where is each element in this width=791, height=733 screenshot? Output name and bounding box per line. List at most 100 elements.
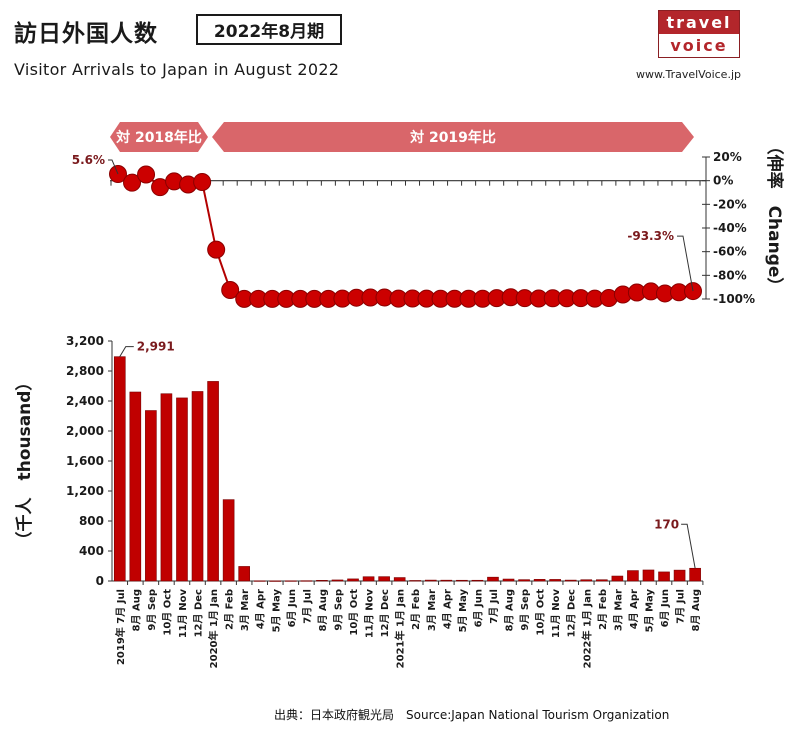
bar: [564, 579, 577, 582]
bar-category-label: 3月 Mar: [239, 589, 251, 631]
bar: [424, 579, 437, 582]
bar-category-label: 3月 Mar: [426, 589, 438, 631]
bar-category-label: 9月 Sep: [332, 589, 344, 631]
travelvoice-logo[interactable]: travel voice: [658, 10, 740, 58]
line-point: [123, 173, 142, 192]
bar: [596, 579, 608, 582]
bar: [627, 570, 639, 582]
title-english: Visitor Arrivals to Japan in August 2022: [14, 60, 340, 79]
bar: [456, 579, 468, 582]
bar: [673, 569, 686, 582]
bar-annotation-leader: [119, 346, 134, 357]
bar-category-label: 2月 Feb: [410, 589, 422, 630]
line-point: [221, 281, 240, 300]
bar-y-tick-label: 1,200: [66, 484, 104, 498]
bar-category-label: 8月 Aug: [504, 589, 516, 631]
bar: [113, 356, 126, 582]
bar: [331, 579, 344, 582]
bar: [176, 397, 188, 582]
bar: [580, 579, 593, 582]
bar-category-label: 2021年 1月 Jan: [394, 589, 407, 668]
line-series-path: [117, 173, 694, 300]
bar-y-axis-title: （千人 thousand）: [14, 374, 35, 549]
bar-category-label: 10月 Oct: [348, 589, 360, 636]
bar-category-label: 9月 Sep: [519, 589, 531, 631]
bar-category-label: 11月 Nov: [364, 589, 376, 639]
website-url[interactable]: www.TravelVoice.jp: [636, 68, 741, 81]
line-point: [207, 240, 226, 259]
bar: [689, 567, 701, 582]
bar: [658, 571, 670, 582]
bar-y-tick-label: 2,000: [66, 424, 104, 438]
bar: [145, 410, 157, 582]
bar: [487, 576, 499, 582]
bar-category-label: 2020年 1月 Jan: [207, 589, 220, 668]
line-point: [193, 172, 212, 191]
bar-category-label: 7月 Jul: [675, 589, 687, 624]
bar-y-tick-label: 400: [79, 544, 104, 558]
bar-category-label: 5月 May: [643, 589, 655, 633]
bar-y-tick-label: 2,400: [66, 394, 104, 408]
line-annotation-label: -93.3%: [627, 229, 674, 243]
bar-category-label: 6月 Jun: [472, 589, 484, 627]
bar: [160, 393, 173, 582]
bar-category-label: 2019年 7月 Jul: [114, 589, 127, 665]
bar: [409, 580, 422, 582]
bar-category-label: 5月 May: [457, 589, 469, 633]
bar: [611, 575, 624, 582]
bar-category-label: 6月 Jun: [659, 589, 671, 627]
line-annotation-leader: [677, 235, 694, 292]
line-y-tick-label: -80%: [713, 268, 747, 282]
line-annotation-label: 5.6%: [72, 153, 105, 167]
bar-annotation-label: 2,991: [137, 340, 175, 354]
bar-category-label: 7月 Jul: [488, 589, 500, 624]
bar-category-label: 12月 Dec: [193, 589, 205, 637]
bar: [316, 580, 328, 582]
bar-category-label: 8月 Aug: [690, 589, 702, 631]
bar-category-label: 3月 Mar: [612, 589, 624, 631]
bar-category-label: 4月 Apr: [441, 589, 453, 629]
band-2018-label: 対 2018年比: [115, 129, 202, 146]
bar: [238, 566, 250, 582]
bar: [642, 569, 655, 582]
line-annotation-leader: [108, 159, 119, 175]
bar: [362, 576, 375, 582]
line-y-axis-title: （伸率 Change）: [764, 138, 785, 295]
line-y-tick-label: 0%: [713, 174, 733, 188]
bar-category-label: 10月 Oct: [535, 589, 547, 636]
bar-y-tick-label: 2,800: [66, 364, 104, 378]
bar: [129, 391, 142, 582]
bar-category-label: 12月 Dec: [566, 589, 578, 637]
bar-category-label: 5月 May: [270, 589, 282, 633]
bar: [440, 579, 453, 582]
bar-category-label: 4月 Apr: [255, 589, 267, 629]
bar: [393, 577, 406, 582]
line-point: [137, 165, 156, 184]
bar-category-label: 9月 Sep: [146, 589, 158, 631]
bar-annotation-label: 170: [654, 517, 679, 531]
bar-category-label: 10月 Oct: [161, 589, 173, 636]
bar-category-label: 11月 Nov: [550, 589, 562, 639]
bar-y-tick-label: 0: [96, 574, 104, 588]
bar: [285, 580, 297, 582]
line-y-tick-label: -60%: [713, 245, 747, 259]
bar-category-label: 8月 Aug: [317, 589, 329, 631]
bar-category-label: 6月 Jun: [286, 589, 298, 627]
line-y-tick-label: -20%: [713, 197, 747, 211]
bar-category-label: 2022年 1月 Jan: [580, 589, 593, 668]
bar-category-label: 2月 Feb: [597, 589, 609, 630]
logo-line-voice: voice: [659, 34, 739, 57]
bar-category-label: 7月 Jul: [301, 589, 313, 624]
bar: [207, 381, 219, 582]
bar: [533, 579, 546, 582]
bar-category-label: 2月 Feb: [224, 589, 236, 630]
band-2018: [110, 122, 208, 152]
bar: [222, 499, 235, 582]
logo-line-travel: travel: [659, 11, 739, 34]
bar: [269, 580, 282, 582]
bar: [518, 579, 530, 582]
bar: [378, 576, 390, 582]
bar: [471, 579, 484, 582]
period-box: 2022年8月期: [196, 14, 342, 45]
bar: [191, 391, 204, 582]
